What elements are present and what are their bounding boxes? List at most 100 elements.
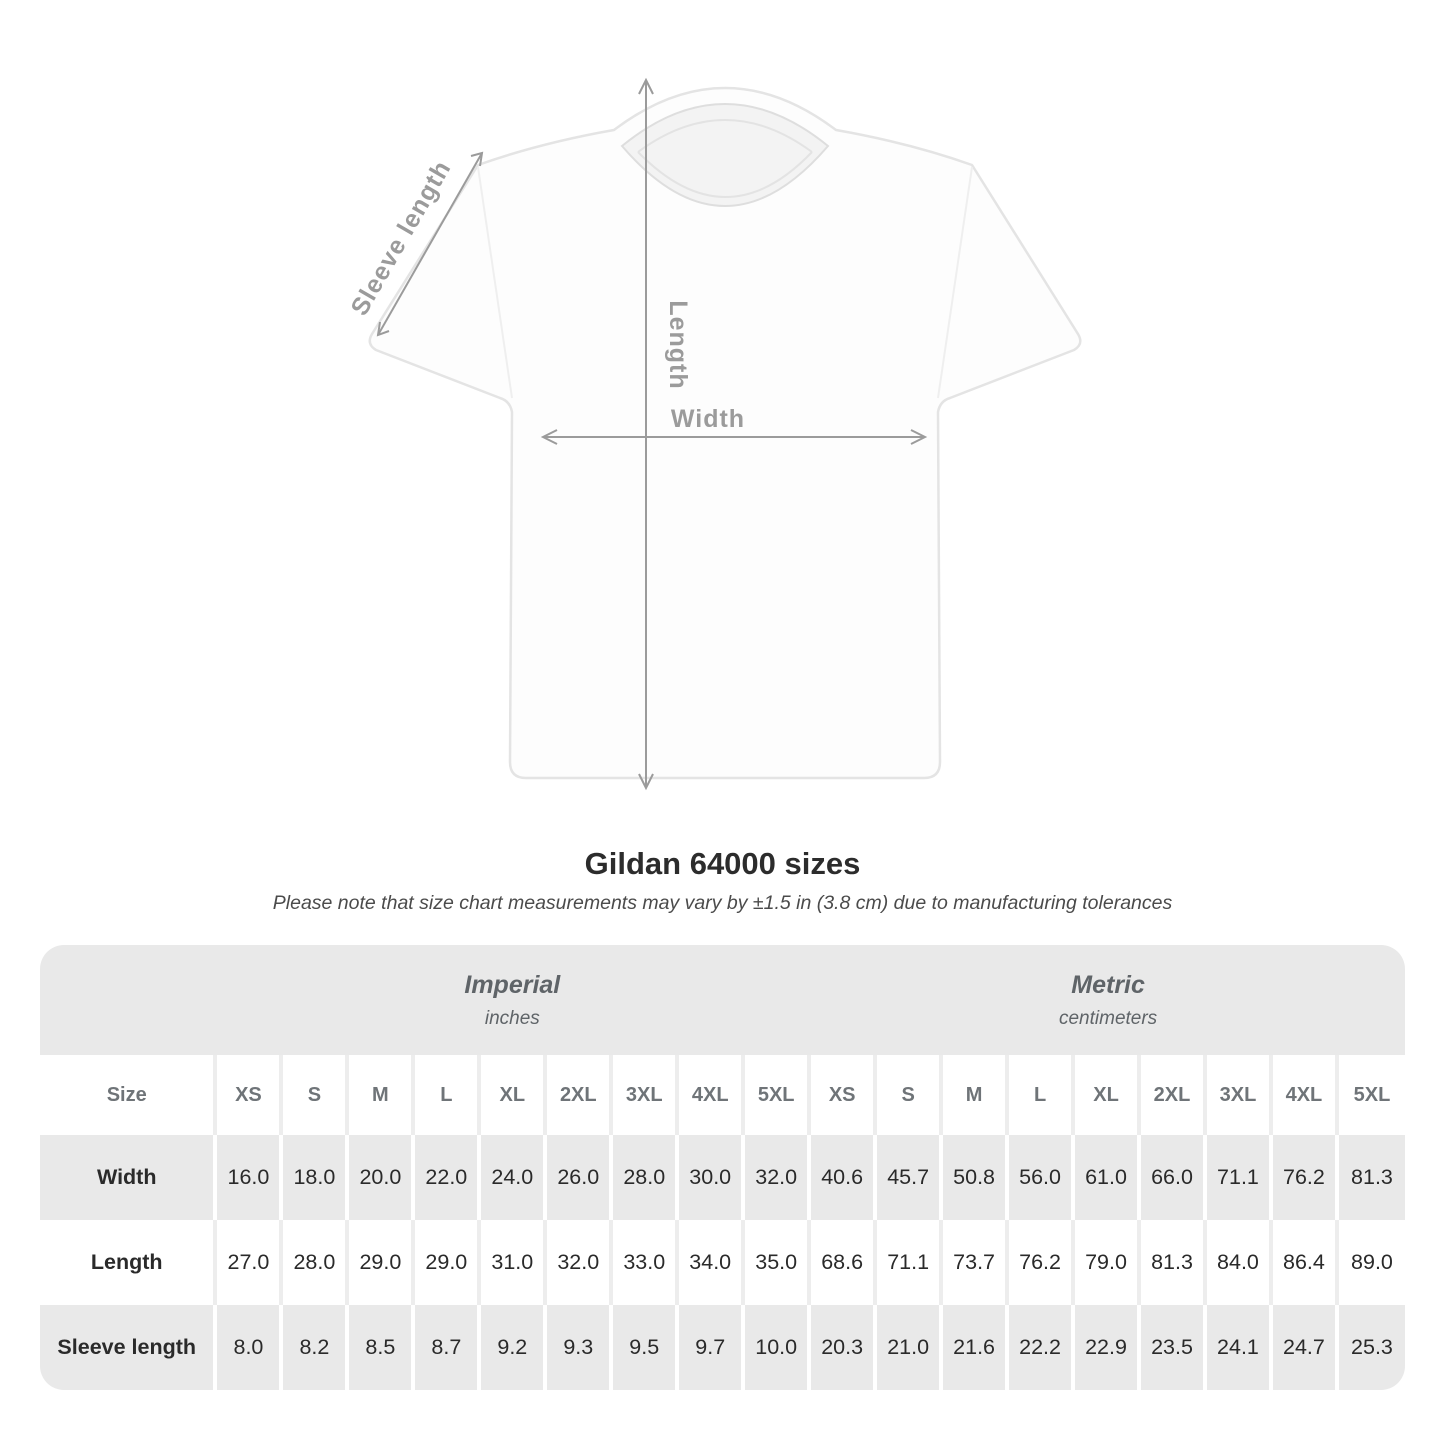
value-cell: 8.0 <box>217 1305 284 1390</box>
size-col-header: L <box>1009 1055 1076 1135</box>
tshirt-silhouette <box>368 86 1082 780</box>
value-cell: 28.0 <box>283 1220 350 1305</box>
value-cell: 9.5 <box>613 1305 680 1390</box>
size-col-header: 5XL <box>745 1055 812 1135</box>
size-col-header: 4XL <box>679 1055 746 1135</box>
corner-cell <box>40 945 218 1055</box>
imperial-unit: inches <box>484 1007 540 1029</box>
metric-label: Metric <box>1071 970 1145 999</box>
value-cell: 79.0 <box>1075 1220 1142 1305</box>
metric-header: Metric centimeters <box>811 945 1405 1055</box>
value-cell: 86.4 <box>1272 1220 1339 1305</box>
length-label: Length <box>664 300 692 389</box>
sleeve-length-arrow <box>376 151 484 337</box>
value-cell: 71.1 <box>1206 1135 1273 1220</box>
length-row: Length 27.0 28.0 29.0 29.0 31.0 32.0 33.… <box>40 1220 1405 1305</box>
size-col-header: 4XL <box>1272 1055 1339 1135</box>
value-cell: 76.2 <box>1009 1220 1076 1305</box>
size-col-header: M <box>349 1055 416 1135</box>
value-cell: 81.3 <box>1338 1135 1405 1220</box>
value-cell: 50.8 <box>943 1135 1010 1220</box>
value-cell: 35.0 <box>745 1220 812 1305</box>
value-cell: 40.6 <box>811 1135 878 1220</box>
size-col-header: XS <box>811 1055 878 1135</box>
size-row-label: Size <box>40 1055 218 1135</box>
value-cell: 76.2 <box>1272 1135 1339 1220</box>
length-arrow <box>638 77 654 791</box>
value-cell: 24.1 <box>1206 1305 1273 1390</box>
imperial-header: Imperial inches <box>217 945 812 1055</box>
value-cell: 9.2 <box>481 1305 548 1390</box>
value-cell: 73.7 <box>943 1220 1010 1305</box>
size-col-header: S <box>877 1055 944 1135</box>
size-col-header: 2XL <box>547 1055 614 1135</box>
value-cell: 68.6 <box>811 1220 878 1305</box>
value-cell: 28.0 <box>613 1135 680 1220</box>
size-col-header: 3XL <box>613 1055 680 1135</box>
row-label: Sleeve length <box>40 1305 218 1390</box>
width-label: Width <box>671 405 745 433</box>
shirt-diagram: Sleeve length Length Width <box>345 77 1082 791</box>
value-cell: 21.6 <box>943 1305 1010 1390</box>
value-cell: 8.2 <box>283 1305 350 1390</box>
size-col-header: S <box>283 1055 350 1135</box>
size-col-header: 3XL <box>1206 1055 1273 1135</box>
value-cell: 45.7 <box>877 1135 944 1220</box>
value-cell: 26.0 <box>547 1135 614 1220</box>
value-cell: 21.0 <box>877 1305 944 1390</box>
value-cell: 22.9 <box>1075 1305 1142 1390</box>
value-cell: 56.0 <box>1009 1135 1076 1220</box>
size-header-row: Size XS S M L XL 2XL 3XL 4XL 5XL XS S M … <box>40 1055 1405 1135</box>
width-arrow <box>540 429 928 445</box>
size-col-header: M <box>943 1055 1010 1135</box>
measurement-arrows <box>376 77 928 791</box>
value-cell: 22.0 <box>415 1135 482 1220</box>
size-col-header: L <box>415 1055 482 1135</box>
value-cell: 22.2 <box>1009 1305 1076 1390</box>
metric-unit: centimeters <box>1058 1007 1158 1029</box>
value-cell: 24.0 <box>481 1135 548 1220</box>
value-cell: 66.0 <box>1141 1135 1207 1220</box>
size-table-container: Imperial inches Metric centimeters Size … <box>40 945 1405 1390</box>
imperial-label: Imperial <box>464 970 561 999</box>
tshirt-graphic: Sleeve length Length Width <box>345 77 1082 791</box>
units-header-row: Imperial inches Metric centimeters <box>40 945 1405 1055</box>
value-cell: 61.0 <box>1075 1135 1142 1220</box>
value-cell: 32.0 <box>745 1135 812 1220</box>
size-col-header: XL <box>481 1055 548 1135</box>
value-cell: 9.3 <box>547 1305 614 1390</box>
value-cell: 18.0 <box>283 1135 350 1220</box>
value-cell: 81.3 <box>1141 1220 1207 1305</box>
value-cell: 16.0 <box>217 1135 284 1220</box>
value-cell: 9.7 <box>679 1305 746 1390</box>
row-label: Width <box>40 1135 218 1220</box>
value-cell: 31.0 <box>481 1220 548 1305</box>
size-col-header: 5XL <box>1338 1055 1405 1135</box>
width-row: Width 16.0 18.0 20.0 22.0 24.0 26.0 28.0… <box>40 1135 1405 1220</box>
value-cell: 84.0 <box>1206 1220 1273 1305</box>
value-cell: 71.1 <box>877 1220 944 1305</box>
value-cell: 32.0 <box>547 1220 614 1305</box>
value-cell: 89.0 <box>1338 1220 1405 1305</box>
value-cell: 8.7 <box>415 1305 482 1390</box>
value-cell: 20.3 <box>811 1305 878 1390</box>
value-cell: 29.0 <box>415 1220 482 1305</box>
row-label: Length <box>40 1220 218 1305</box>
value-cell: 10.0 <box>745 1305 812 1390</box>
value-cell: 29.0 <box>349 1220 416 1305</box>
tolerance-note: Please note that size chart measurements… <box>272 892 1173 914</box>
page-title: Gildan 64000 sizes <box>584 846 861 881</box>
value-cell: 30.0 <box>679 1135 746 1220</box>
value-cell: 25.3 <box>1338 1305 1405 1390</box>
value-cell: 8.5 <box>349 1305 416 1390</box>
value-cell: 34.0 <box>679 1220 746 1305</box>
size-col-header: XL <box>1075 1055 1142 1135</box>
size-table: Imperial inches Metric centimeters Size … <box>40 945 1405 1390</box>
value-cell: 20.0 <box>349 1135 416 1220</box>
value-cell: 23.5 <box>1141 1305 1207 1390</box>
sleeve-length-row: Sleeve length 8.0 8.2 8.5 8.7 9.2 9.3 9.… <box>40 1305 1405 1390</box>
value-cell: 27.0 <box>217 1220 284 1305</box>
value-cell: 24.7 <box>1272 1305 1339 1390</box>
value-cell: 33.0 <box>613 1220 680 1305</box>
